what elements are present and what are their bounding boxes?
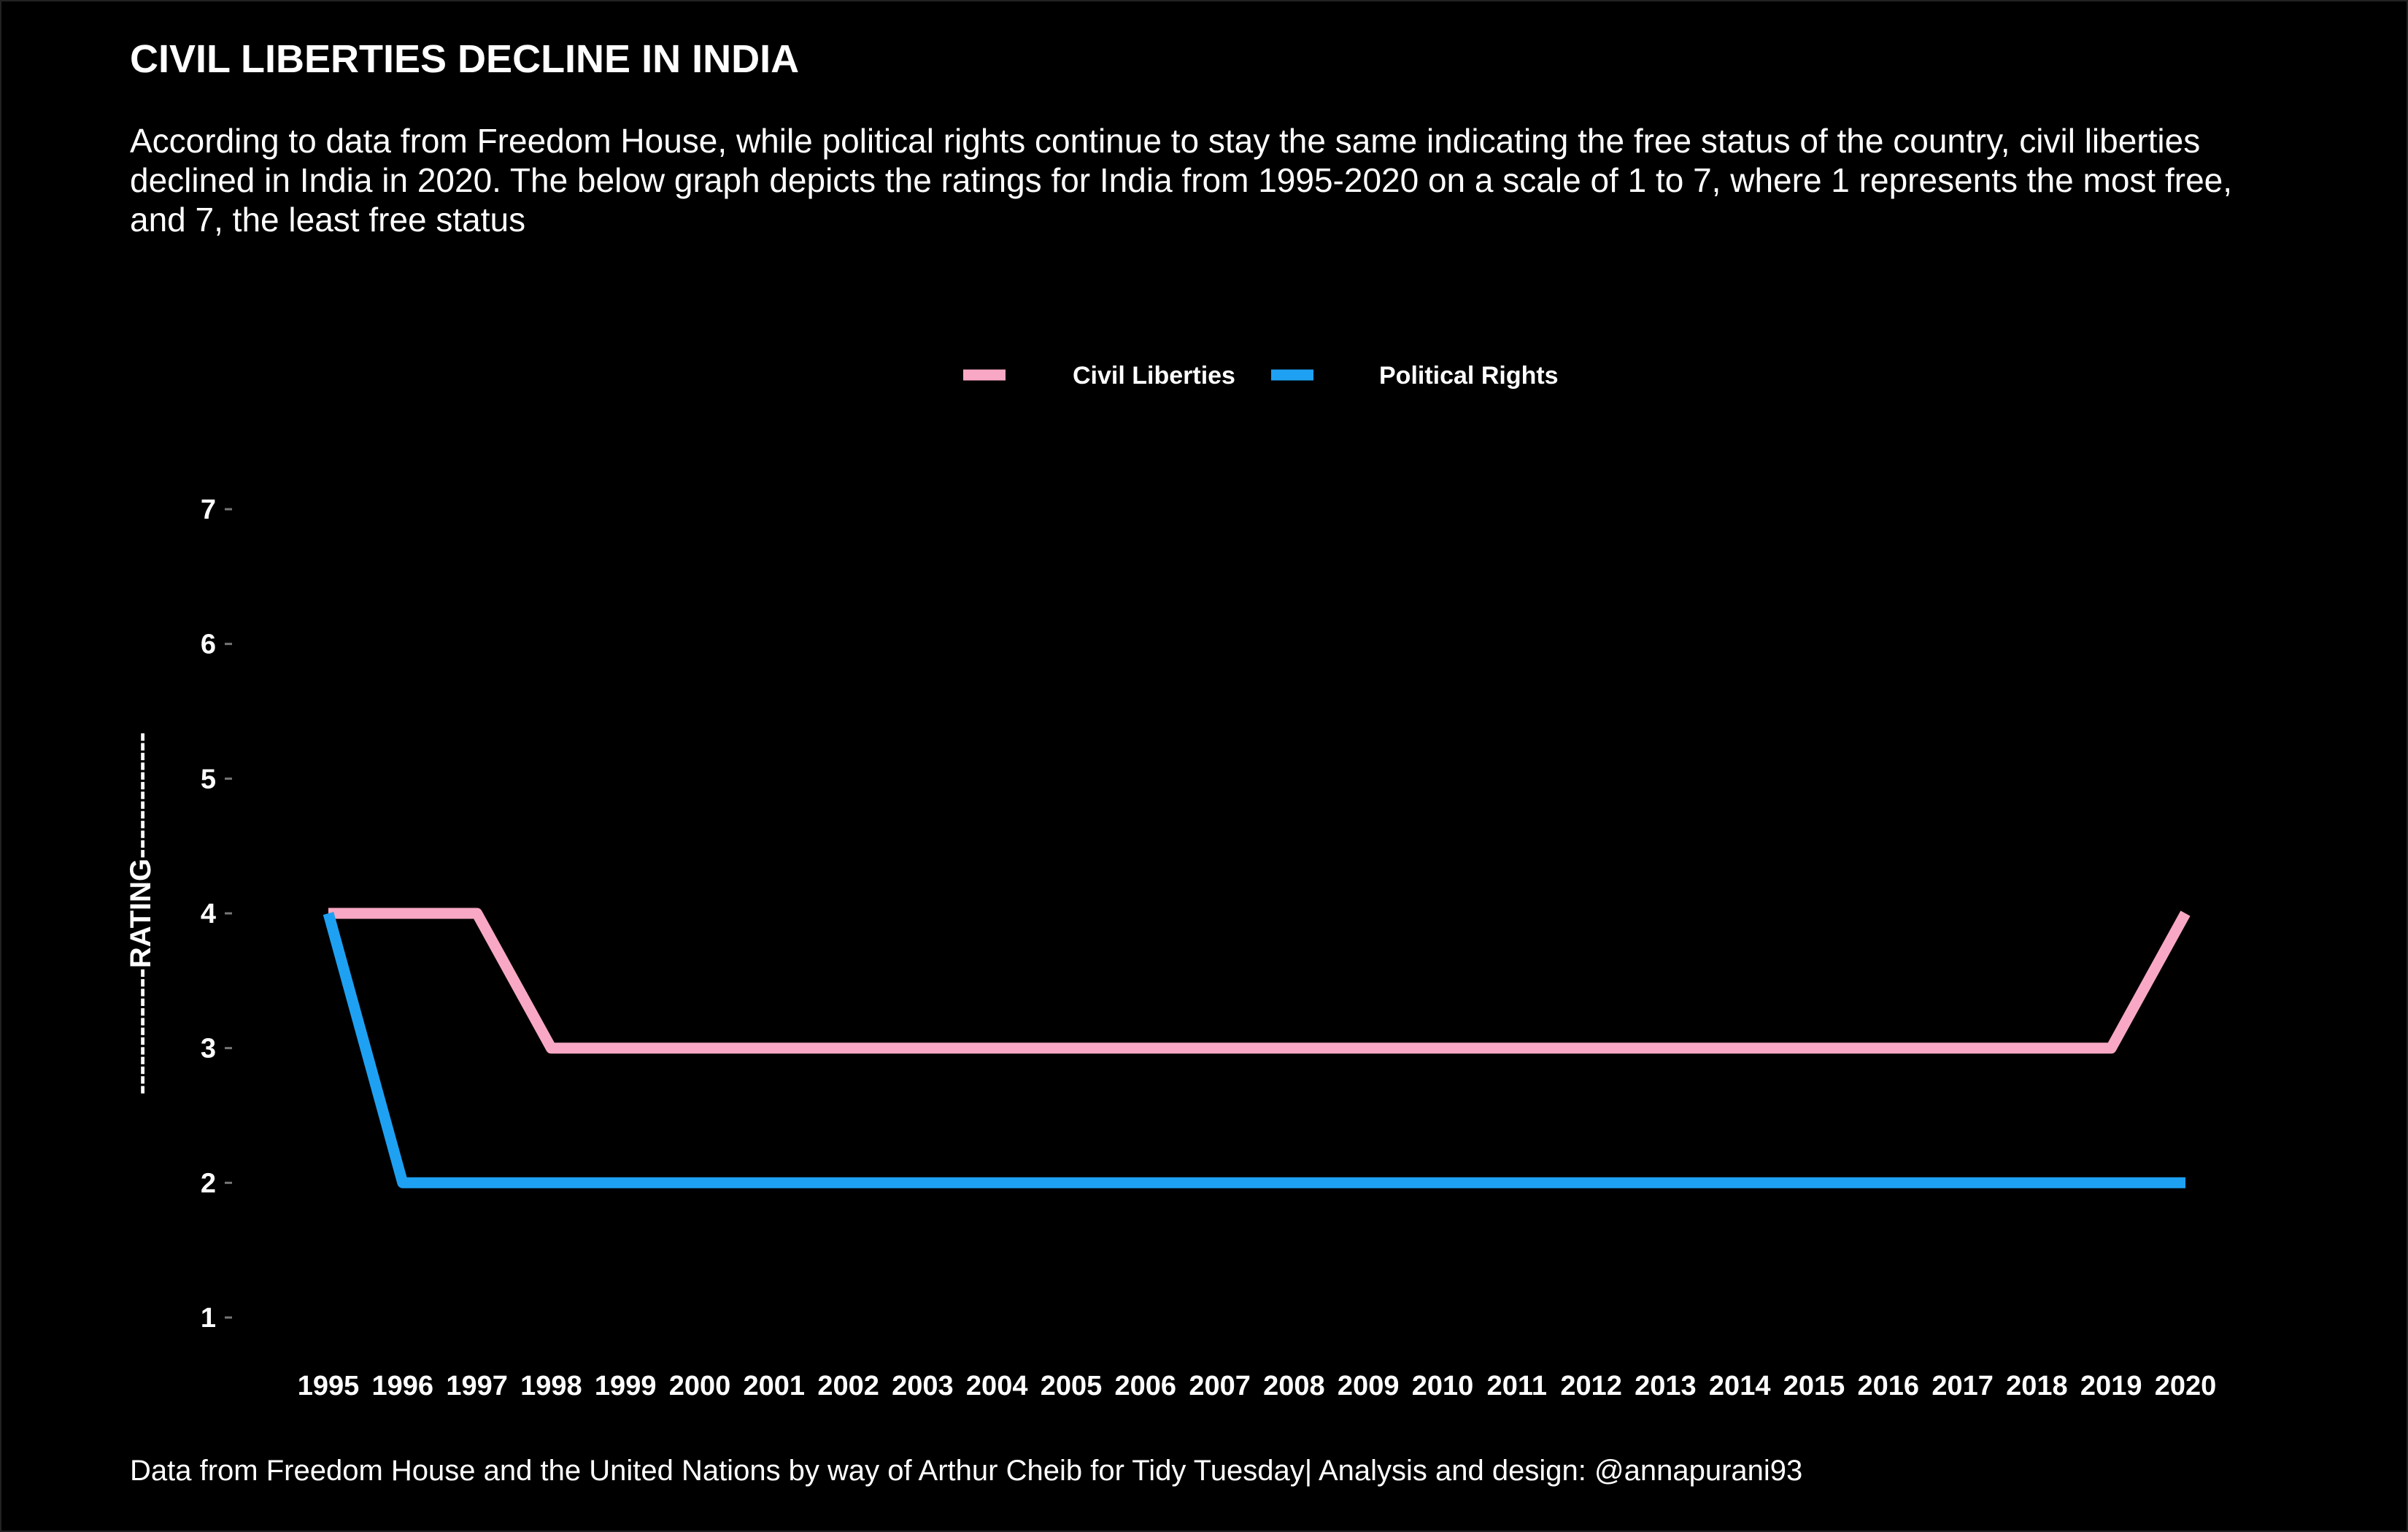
series-line-civil-liberties bbox=[328, 908, 2191, 1054]
x-tick-label: 1995 bbox=[298, 1371, 360, 1401]
x-tick-label: 2017 bbox=[1932, 1371, 1994, 1401]
y-tick-label: 4 bbox=[201, 899, 216, 929]
x-tick-label: 2009 bbox=[1338, 1371, 1400, 1401]
y-tick-label: 2 bbox=[201, 1168, 216, 1199]
x-tick-label: 2001 bbox=[744, 1371, 806, 1401]
x-tick-label: 2004 bbox=[966, 1371, 1028, 1401]
x-tick-label: 1996 bbox=[372, 1371, 434, 1401]
legend-label: Political Rights bbox=[1379, 362, 1559, 390]
x-tick-label: 2008 bbox=[1263, 1371, 1325, 1401]
x-tick-label: 2005 bbox=[1041, 1371, 1103, 1401]
series-line-political-rights bbox=[323, 912, 2185, 1188]
x-tick-label: 2003 bbox=[892, 1371, 954, 1401]
chart-subtitle: According to data from Freedom House, wh… bbox=[130, 122, 2233, 239]
x-tick-label: 2006 bbox=[1115, 1371, 1177, 1401]
y-tick-label: 6 bbox=[201, 630, 216, 660]
x-tick-label: 2016 bbox=[1858, 1371, 1920, 1401]
chart-caption: Data from Freedom House and the United N… bbox=[130, 1455, 1803, 1487]
x-tick-label: 1998 bbox=[520, 1371, 582, 1401]
x-tick-label: 2007 bbox=[1189, 1371, 1251, 1401]
x-tick-label: 1999 bbox=[595, 1371, 657, 1401]
x-tick-label: 2018 bbox=[2006, 1371, 2068, 1401]
x-tick-label: 2010 bbox=[1412, 1371, 1474, 1401]
x-tick-label: 2012 bbox=[1560, 1371, 1622, 1401]
legend-label: Civil Liberties bbox=[1073, 362, 1235, 390]
y-tick-label: 3 bbox=[201, 1034, 216, 1064]
x-tick-label: 2013 bbox=[1635, 1371, 1697, 1401]
x-tick-label: 1997 bbox=[446, 1371, 508, 1401]
x-tick-label: 2011 bbox=[1487, 1371, 1547, 1401]
x-axis: 1995 1996 1997 1998 1999 2000 2001 2002 2003 2004… bbox=[298, 1371, 2217, 1401]
x-tick-label: 2000 bbox=[669, 1371, 731, 1401]
x-tick-label: 2002 bbox=[817, 1371, 879, 1401]
x-tick-label: 2019 bbox=[2080, 1371, 2142, 1401]
y-axis-title: -------------RATING------------- bbox=[125, 732, 157, 1095]
legend: Civil Liberties Political Rights bbox=[963, 362, 1559, 390]
chart-title: CIVIL LIBERTIES DECLINE IN INDIA bbox=[130, 37, 800, 81]
y-tick-label: 1 bbox=[201, 1303, 216, 1334]
y-tick-label: 7 bbox=[201, 495, 216, 525]
x-tick-label: 2015 bbox=[1783, 1371, 1845, 1401]
y-axis: 1 2 3 4 5 6 7 -------------RATING------------- bbox=[125, 495, 232, 1334]
x-tick-label: 2020 bbox=[2155, 1371, 2217, 1401]
y-tick-label: 5 bbox=[201, 764, 216, 794]
x-tick-label: 2014 bbox=[1709, 1371, 1771, 1401]
series-lines bbox=[323, 908, 2191, 1188]
